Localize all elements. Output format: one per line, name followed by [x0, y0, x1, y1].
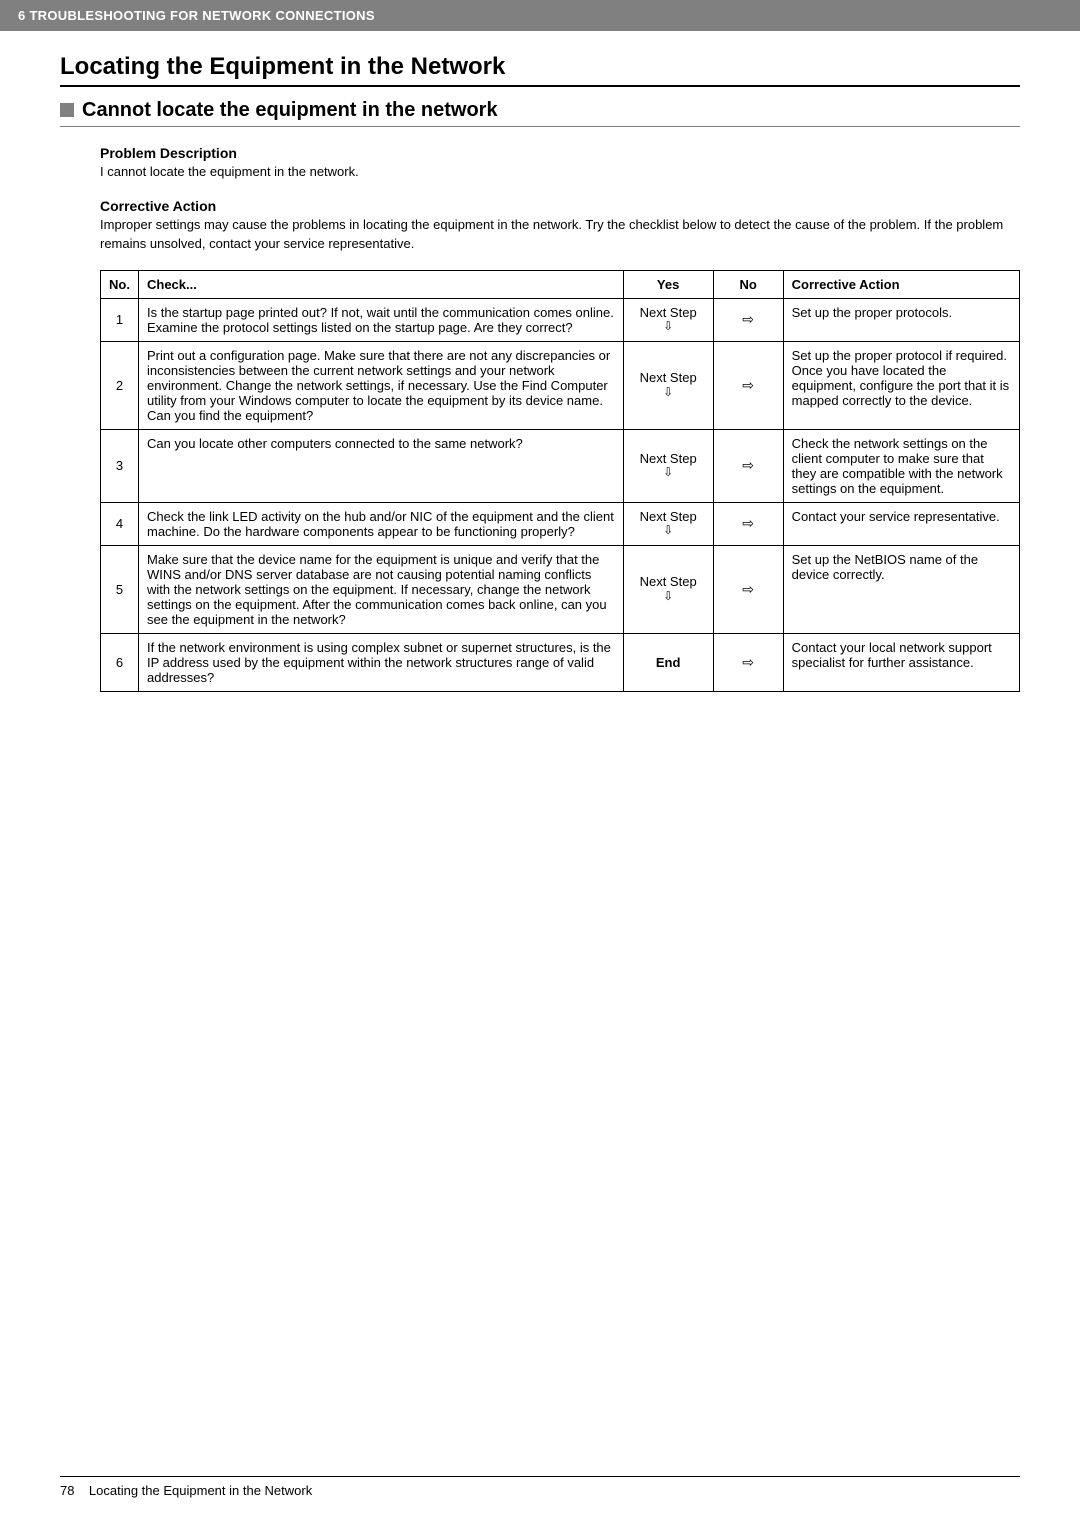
footer-rule: [60, 1476, 1020, 1477]
cell-no-arrow: ⇨: [713, 502, 783, 545]
cell-yes: Next Step⇩: [623, 341, 713, 429]
arrow-down-icon: ⇩: [632, 590, 705, 603]
table-row: 1Is the startup page printed out? If not…: [101, 298, 1020, 341]
cell-check: Check the link LED activity on the hub a…: [139, 502, 624, 545]
cell-no: 5: [101, 545, 139, 633]
table-header-row: No. Check... Yes No Corrective Action: [101, 270, 1020, 298]
arrow-right-icon: ⇨: [742, 654, 754, 670]
cell-no: 3: [101, 429, 139, 502]
cell-action: Check the network settings on the client…: [783, 429, 1019, 502]
cell-no: 2: [101, 341, 139, 429]
cell-yes: Next Step⇩: [623, 545, 713, 633]
cell-no-arrow: ⇨: [713, 633, 783, 691]
cell-action: Contact your service representative.: [783, 502, 1019, 545]
th-check: Check...: [139, 270, 624, 298]
problem-desc-body: I cannot locate the equipment in the net…: [100, 163, 1020, 182]
footer-title: Locating the Equipment in the Network: [89, 1483, 312, 1498]
troubleshooting-table: No. Check... Yes No Corrective Action 1I…: [100, 270, 1020, 692]
corrective-action-body: Improper settings may cause the problems…: [100, 216, 1020, 254]
th-no: No.: [101, 270, 139, 298]
cell-no-arrow: ⇨: [713, 429, 783, 502]
arrow-down-icon: ⇩: [632, 524, 705, 537]
footer-page-number: 78: [60, 1483, 74, 1498]
cell-action: Set up the proper protocol if required. …: [783, 341, 1019, 429]
next-step-label: Next Step⇩: [632, 452, 705, 479]
cell-check: Is the startup page printed out? If not,…: [139, 298, 624, 341]
arrow-right-icon: ⇨: [742, 311, 754, 327]
cell-no: 6: [101, 633, 139, 691]
page-title-h1: Locating the Equipment in the Network: [60, 53, 1020, 81]
table-row: 3Can you locate other computers connecte…: [101, 429, 1020, 502]
table-row: 5Make sure that the device name for the …: [101, 545, 1020, 633]
cell-yes: End: [623, 633, 713, 691]
chapter-header: 6 TROUBLESHOOTING FOR NETWORK CONNECTION…: [0, 0, 1080, 31]
table-row: 6If the network environment is using com…: [101, 633, 1020, 691]
th-yes: Yes: [623, 270, 713, 298]
cell-action: Contact your local network support speci…: [783, 633, 1019, 691]
arrow-right-icon: ⇨: [742, 581, 754, 597]
cell-yes: Next Step⇩: [623, 298, 713, 341]
cell-check: Can you locate other computers connected…: [139, 429, 624, 502]
cell-check: Print out a configuration page. Make sur…: [139, 341, 624, 429]
next-step-label: Next Step⇩: [632, 306, 705, 333]
cell-no-arrow: ⇨: [713, 545, 783, 633]
arrow-down-icon: ⇩: [632, 466, 705, 479]
cell-check: Make sure that the device name for the e…: [139, 545, 624, 633]
cell-no: 1: [101, 298, 139, 341]
next-step-label: Next Step⇩: [632, 575, 705, 602]
cell-yes: Next Step⇩: [623, 502, 713, 545]
cell-no-arrow: ⇨: [713, 341, 783, 429]
cell-action: Set up the proper protocols.: [783, 298, 1019, 341]
rule-under-h2: [60, 126, 1020, 127]
table-row: 2Print out a configuration page. Make su…: [101, 341, 1020, 429]
arrow-right-icon: ⇨: [742, 377, 754, 393]
cell-no: 4: [101, 502, 139, 545]
next-step-label: Next Step⇩: [632, 371, 705, 398]
next-step-label: Next Step⇩: [632, 510, 705, 537]
cell-yes: Next Step⇩: [623, 429, 713, 502]
th-action: Corrective Action: [783, 270, 1019, 298]
arrow-right-icon: ⇨: [742, 457, 754, 473]
section-heading: Cannot locate the equipment in the netwo…: [82, 99, 498, 122]
arrow-right-icon: ⇨: [742, 515, 754, 531]
arrow-down-icon: ⇩: [632, 386, 705, 399]
section-heading-row: Cannot locate the equipment in the netwo…: [60, 99, 1020, 122]
problem-desc-heading: Problem Description: [100, 145, 1020, 161]
cell-no-arrow: ⇨: [713, 298, 783, 341]
th-no-col: No: [713, 270, 783, 298]
table-row: 4Check the link LED activity on the hub …: [101, 502, 1020, 545]
heading-bullet-icon: [60, 103, 74, 117]
rule-under-h1: [60, 85, 1020, 87]
cell-check: If the network environment is using comp…: [139, 633, 624, 691]
page-footer: 78 Locating the Equipment in the Network: [60, 1476, 1020, 1498]
cell-action: Set up the NetBIOS name of the device co…: [783, 545, 1019, 633]
corrective-action-heading: Corrective Action: [100, 198, 1020, 214]
arrow-down-icon: ⇩: [632, 320, 705, 333]
